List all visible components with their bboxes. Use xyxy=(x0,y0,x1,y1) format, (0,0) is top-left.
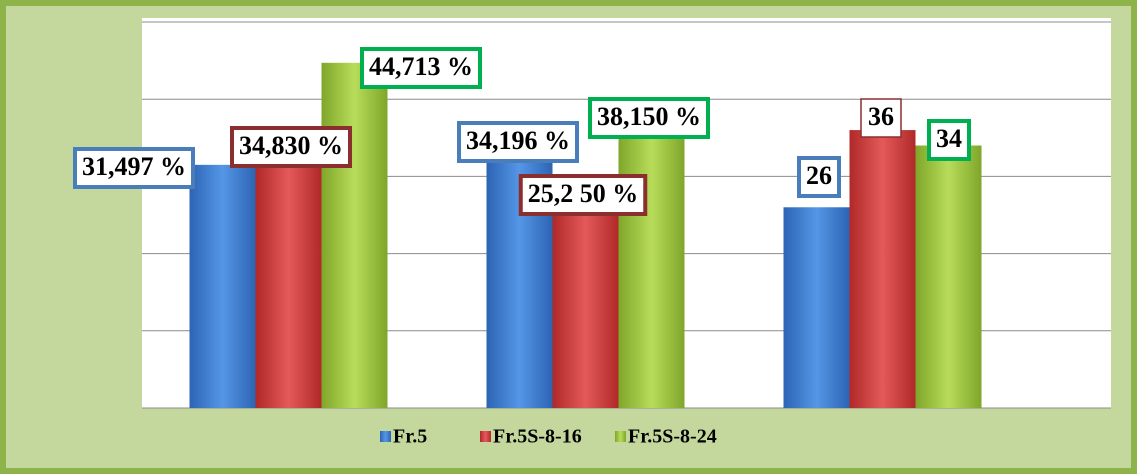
value-label: 26 xyxy=(806,161,832,190)
value-label: 34,830 % xyxy=(239,131,343,160)
value-label: 31,497 % xyxy=(82,152,186,181)
value-label: 38,150 % xyxy=(597,102,701,131)
value-label-box xyxy=(73,147,195,189)
legend-label: Fr.5S-8-16 xyxy=(493,426,582,448)
value-label: 44,713 % xyxy=(369,52,473,81)
value-label-box xyxy=(518,174,648,216)
legend-swatch xyxy=(480,431,491,442)
bar xyxy=(849,130,916,408)
bar xyxy=(321,62,388,408)
value-label-box xyxy=(457,121,579,163)
value-label: 34,196 % xyxy=(466,126,570,155)
value-label-box xyxy=(927,119,971,161)
value-label-box xyxy=(860,98,902,138)
bar xyxy=(915,145,982,408)
value-label: 34 xyxy=(936,124,962,153)
value-label: 36 xyxy=(868,102,894,131)
bar xyxy=(552,213,619,408)
legend-label: Fr.5S-8-24 xyxy=(628,426,717,448)
value-label-box xyxy=(230,126,352,168)
value-label-box xyxy=(360,47,482,89)
legend-swatch xyxy=(380,431,391,442)
bar xyxy=(189,164,256,408)
legend-label: Fr.5 xyxy=(393,426,427,448)
bar xyxy=(783,207,850,408)
legend-swatch xyxy=(615,431,626,442)
value-label-box xyxy=(797,156,841,198)
bar xyxy=(255,139,322,408)
value-label-box xyxy=(588,97,710,139)
bar xyxy=(618,113,685,409)
value-label: 25,2 50 % xyxy=(528,179,639,208)
